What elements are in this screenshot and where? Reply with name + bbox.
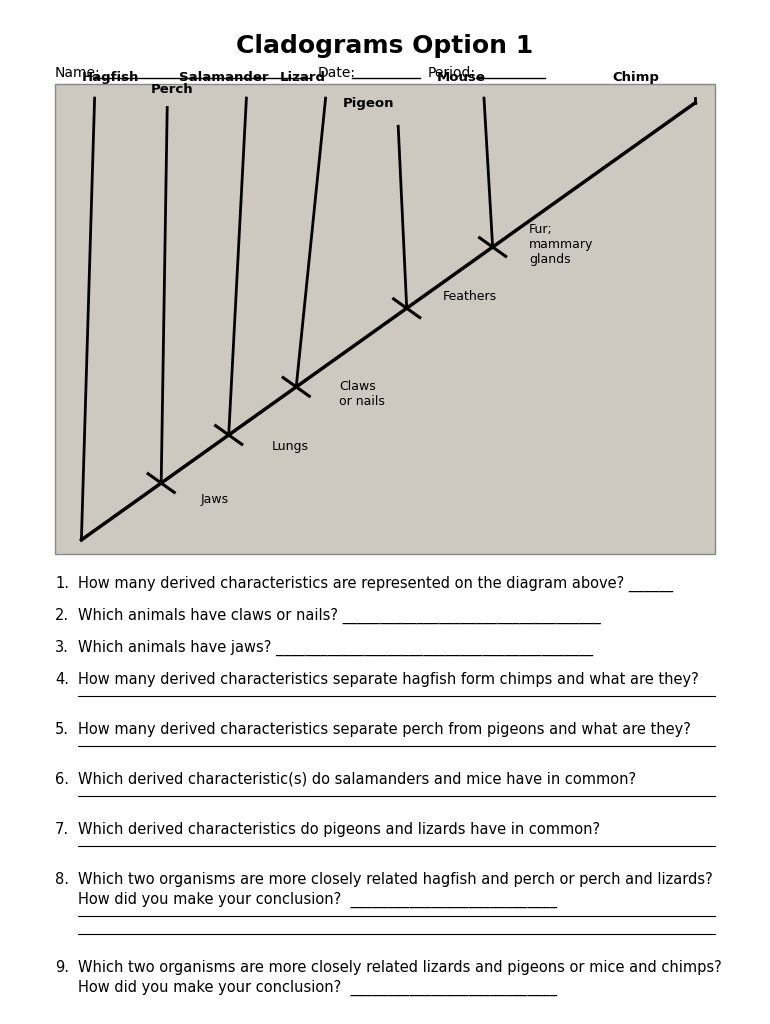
Text: 5.: 5. xyxy=(55,722,69,737)
Text: How did you make your conclusion?  ____________________________: How did you make your conclusion? ______… xyxy=(78,980,557,996)
Text: 2.: 2. xyxy=(55,608,69,623)
Text: Which animals have jaws? ___________________________________________: Which animals have jaws? _______________… xyxy=(78,640,593,656)
Text: Mouse: Mouse xyxy=(437,71,485,84)
Bar xyxy=(55,84,715,554)
Text: How many derived characteristics are represented on the diagram above? ______: How many derived characteristics are rep… xyxy=(78,575,673,592)
Text: 9.: 9. xyxy=(55,961,69,975)
Text: Salamander: Salamander xyxy=(179,71,268,84)
Text: Hagfish: Hagfish xyxy=(82,71,139,84)
Text: Period:: Period: xyxy=(428,66,476,80)
Text: Lizard: Lizard xyxy=(280,71,326,84)
Text: How many derived characteristics separate perch from pigeons and what are they?: How many derived characteristics separat… xyxy=(78,722,691,737)
Text: Which two organisms are more closely related lizards and pigeons or mice and chi: Which two organisms are more closely rel… xyxy=(78,961,721,975)
Text: Which derived characteristic(s) do salamanders and mice have in common?: Which derived characteristic(s) do salam… xyxy=(78,772,636,787)
Text: Feathers: Feathers xyxy=(443,290,497,303)
Text: Jaws: Jaws xyxy=(201,493,229,506)
Text: Pigeon: Pigeon xyxy=(343,97,394,110)
Text: Chimp: Chimp xyxy=(612,71,659,84)
Text: Claws
or nails: Claws or nails xyxy=(339,380,385,408)
Text: 8.: 8. xyxy=(55,872,69,887)
Text: Lungs: Lungs xyxy=(272,440,309,454)
Text: 1.: 1. xyxy=(55,575,69,591)
Text: Which two organisms are more closely related hagfish and perch or perch and liza: Which two organisms are more closely rel… xyxy=(78,872,713,887)
Text: 6.: 6. xyxy=(55,772,69,787)
Text: 7.: 7. xyxy=(55,822,69,837)
Text: 3.: 3. xyxy=(55,640,69,655)
Text: Which derived characteristics do pigeons and lizards have in common?: Which derived characteristics do pigeons… xyxy=(78,822,600,837)
Text: Date:: Date: xyxy=(318,66,356,80)
Text: Fur;
mammary
glands: Fur; mammary glands xyxy=(529,223,594,266)
Text: Perch: Perch xyxy=(151,83,193,96)
Text: How many derived characteristics separate hagfish form chimps and what are they?: How many derived characteristics separat… xyxy=(78,672,698,687)
Text: 4.: 4. xyxy=(55,672,69,687)
Text: How did you make your conclusion?  ____________________________: How did you make your conclusion? ______… xyxy=(78,892,557,908)
Text: Cladograms Option 1: Cladograms Option 1 xyxy=(236,34,534,58)
Text: Name:: Name: xyxy=(55,66,101,80)
Text: Which animals have claws or nails? ___________________________________: Which animals have claws or nails? _____… xyxy=(78,608,601,625)
